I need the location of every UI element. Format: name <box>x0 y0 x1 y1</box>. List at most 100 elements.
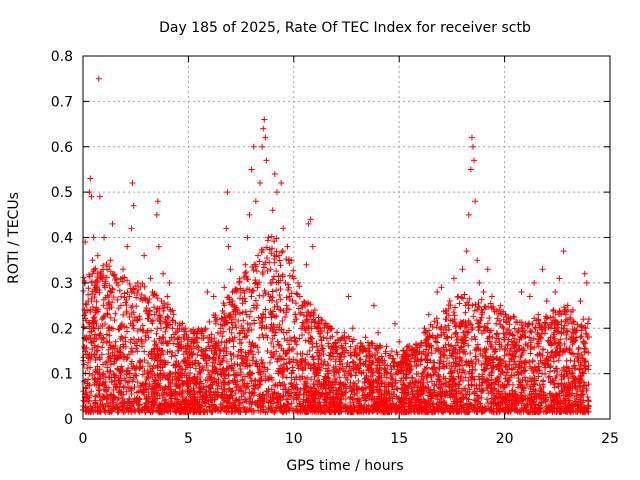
data-point <box>154 305 161 312</box>
data-point <box>235 318 242 325</box>
data-point <box>268 233 275 240</box>
data-point <box>304 351 311 358</box>
data-point <box>529 358 536 365</box>
data-point <box>134 327 141 334</box>
data-point <box>474 392 481 399</box>
data-point <box>473 356 480 363</box>
data-point <box>206 318 213 325</box>
data-point <box>481 323 488 330</box>
data-point <box>112 310 119 317</box>
data-point <box>169 325 176 332</box>
data-point <box>132 345 139 352</box>
data-point <box>312 318 319 325</box>
data-point <box>250 354 257 361</box>
data-point <box>282 384 289 391</box>
data-point <box>552 320 559 327</box>
data-point <box>124 354 131 361</box>
data-point <box>504 341 511 348</box>
data-point <box>326 389 333 396</box>
data-point <box>264 366 271 373</box>
data-point <box>297 376 304 383</box>
data-point <box>93 298 100 305</box>
data-point <box>187 370 194 377</box>
data-point <box>104 359 111 366</box>
data-point <box>568 308 575 315</box>
data-point <box>404 391 411 398</box>
data-point <box>478 296 485 303</box>
data-point <box>249 340 256 347</box>
data-point <box>264 237 271 244</box>
data-point <box>391 363 398 370</box>
data-point <box>266 359 273 366</box>
data-point <box>205 367 212 374</box>
data-point <box>283 294 290 301</box>
data-point <box>261 264 268 271</box>
data-point <box>137 358 144 365</box>
data-point <box>471 396 478 403</box>
data-point <box>438 323 445 330</box>
data-point <box>283 302 290 309</box>
data-point <box>336 374 343 381</box>
data-point <box>82 300 89 307</box>
data-point <box>160 370 167 377</box>
data-point <box>276 306 283 313</box>
data-point <box>450 309 457 316</box>
data-point <box>465 342 472 349</box>
data-point <box>89 304 96 311</box>
data-point <box>273 313 280 320</box>
data-point <box>515 378 522 385</box>
data-point <box>302 337 309 344</box>
data-point <box>263 323 270 330</box>
data-point <box>278 249 285 256</box>
data-point <box>442 401 449 408</box>
data-point <box>220 365 227 372</box>
data-point <box>321 358 328 365</box>
data-point <box>255 314 262 321</box>
data-point <box>443 402 450 409</box>
data-point <box>470 313 477 320</box>
data-point <box>245 351 252 358</box>
data-point <box>471 389 478 396</box>
data-point <box>415 370 422 377</box>
data-point <box>250 266 257 273</box>
data-point <box>585 334 592 341</box>
data-point <box>277 296 284 303</box>
data-point <box>536 320 543 327</box>
data-point <box>465 329 472 336</box>
data-point <box>153 341 160 348</box>
data-point <box>256 381 263 388</box>
data-point <box>406 379 413 386</box>
data-point <box>248 348 255 355</box>
data-point <box>290 267 297 274</box>
data-point <box>286 359 293 366</box>
data-point <box>506 321 513 328</box>
data-point <box>444 334 451 341</box>
data-point <box>136 396 143 403</box>
data-point <box>115 389 122 396</box>
data-point <box>242 396 249 403</box>
chart-title: Day 185 of 2025, Rate Of TEC Index for r… <box>159 20 531 36</box>
data-point <box>143 373 150 380</box>
data-point <box>444 355 451 362</box>
data-point <box>268 339 275 346</box>
data-point <box>270 273 277 280</box>
data-point <box>248 293 255 300</box>
data-point <box>307 338 314 345</box>
data-point <box>427 333 434 340</box>
data-point <box>462 309 469 316</box>
data-point <box>136 313 143 320</box>
data-point <box>313 340 320 347</box>
data-point <box>315 372 322 379</box>
data-point <box>133 303 140 310</box>
data-point <box>107 361 114 368</box>
data-point <box>484 320 491 327</box>
data-point <box>260 368 267 375</box>
data-point <box>91 325 98 332</box>
data-point <box>442 307 449 314</box>
data-point <box>276 292 283 299</box>
data-point <box>388 366 395 373</box>
data-point <box>288 290 295 297</box>
data-point <box>537 385 544 392</box>
data-point <box>550 306 557 313</box>
data-points <box>80 75 592 416</box>
